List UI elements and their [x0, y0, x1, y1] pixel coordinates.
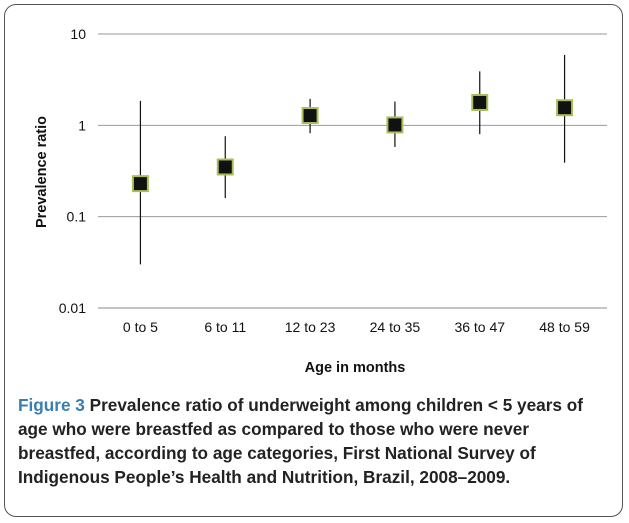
data-point: [386, 116, 404, 134]
x-tick-labels: 0 to 5 6 to 11 12 to 23 24 to 35 36 to 47 48 …: [123, 319, 590, 335]
gridlines: [98, 33, 607, 218]
x-tick-label: 0 to 5: [123, 319, 158, 335]
y-tick-label: 0.01: [59, 300, 86, 316]
y-tick-label: 10: [70, 26, 86, 42]
x-tick-label: 24 to 35: [370, 319, 421, 335]
caption-text: Prevalence ratio of underweight among ch…: [18, 395, 583, 487]
data-point: [556, 99, 574, 117]
error-bars: [139, 54, 566, 265]
x-tick-label: 48 to 59: [539, 319, 590, 335]
y-axis-label: Prevalence ratio: [34, 116, 50, 228]
y-tick-labels: 10 1 0.1 0.01: [59, 26, 86, 316]
data-point: [471, 93, 489, 111]
x-axis-label: Age in months: [305, 360, 406, 376]
figure-caption: Figure 3 Prevalence ratio of underweight…: [18, 393, 614, 489]
data-point: [216, 158, 234, 176]
data-point: [301, 107, 319, 125]
data-point: [131, 175, 149, 193]
x-tick-label: 36 to 47: [454, 319, 505, 335]
data-points: [131, 93, 574, 193]
y-tick-label: 1: [78, 117, 86, 133]
y-tick-label: 0.1: [67, 209, 87, 225]
x-tick-label: 6 to 11: [204, 319, 246, 335]
figure-frame: [4, 4, 623, 517]
x-tick-label: 12 to 23: [285, 319, 336, 335]
figure-number: Figure 3: [18, 395, 85, 415]
